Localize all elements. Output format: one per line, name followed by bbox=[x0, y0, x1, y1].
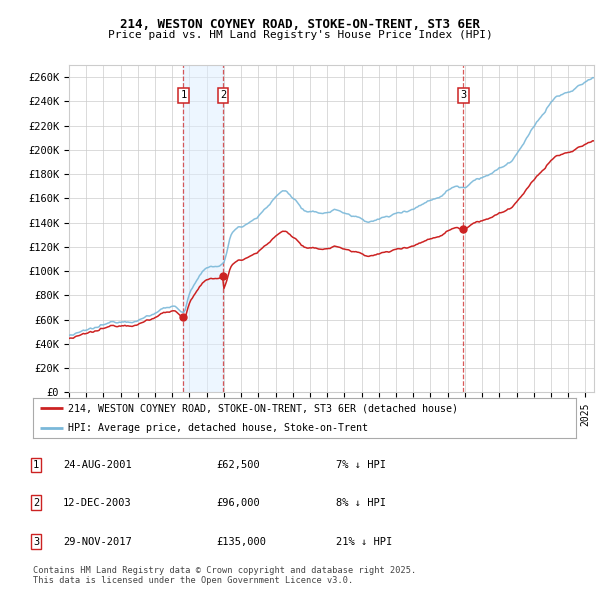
Text: 1: 1 bbox=[33, 460, 39, 470]
Text: 8% ↓ HPI: 8% ↓ HPI bbox=[336, 498, 386, 507]
Text: £62,500: £62,500 bbox=[216, 460, 260, 470]
Text: 2: 2 bbox=[220, 90, 226, 100]
Text: 2: 2 bbox=[33, 498, 39, 507]
Text: Contains HM Land Registry data © Crown copyright and database right 2025.
This d: Contains HM Land Registry data © Crown c… bbox=[33, 566, 416, 585]
Text: 29-NOV-2017: 29-NOV-2017 bbox=[63, 537, 132, 546]
Text: 7% ↓ HPI: 7% ↓ HPI bbox=[336, 460, 386, 470]
Text: £96,000: £96,000 bbox=[216, 498, 260, 507]
Text: 3: 3 bbox=[460, 90, 467, 100]
Text: 214, WESTON COYNEY ROAD, STOKE-ON-TRENT, ST3 6ER: 214, WESTON COYNEY ROAD, STOKE-ON-TRENT,… bbox=[120, 18, 480, 31]
Text: 3: 3 bbox=[33, 537, 39, 546]
Text: HPI: Average price, detached house, Stoke-on-Trent: HPI: Average price, detached house, Stok… bbox=[68, 423, 368, 432]
Text: 12-DEC-2003: 12-DEC-2003 bbox=[63, 498, 132, 507]
Text: 1: 1 bbox=[181, 90, 187, 100]
Text: £135,000: £135,000 bbox=[216, 537, 266, 546]
Bar bbox=[184, 65, 223, 392]
Text: 24-AUG-2001: 24-AUG-2001 bbox=[63, 460, 132, 470]
Text: Price paid vs. HM Land Registry's House Price Index (HPI): Price paid vs. HM Land Registry's House … bbox=[107, 30, 493, 40]
Text: 21% ↓ HPI: 21% ↓ HPI bbox=[336, 537, 392, 546]
Text: 214, WESTON COYNEY ROAD, STOKE-ON-TRENT, ST3 6ER (detached house): 214, WESTON COYNEY ROAD, STOKE-ON-TRENT,… bbox=[68, 404, 458, 414]
